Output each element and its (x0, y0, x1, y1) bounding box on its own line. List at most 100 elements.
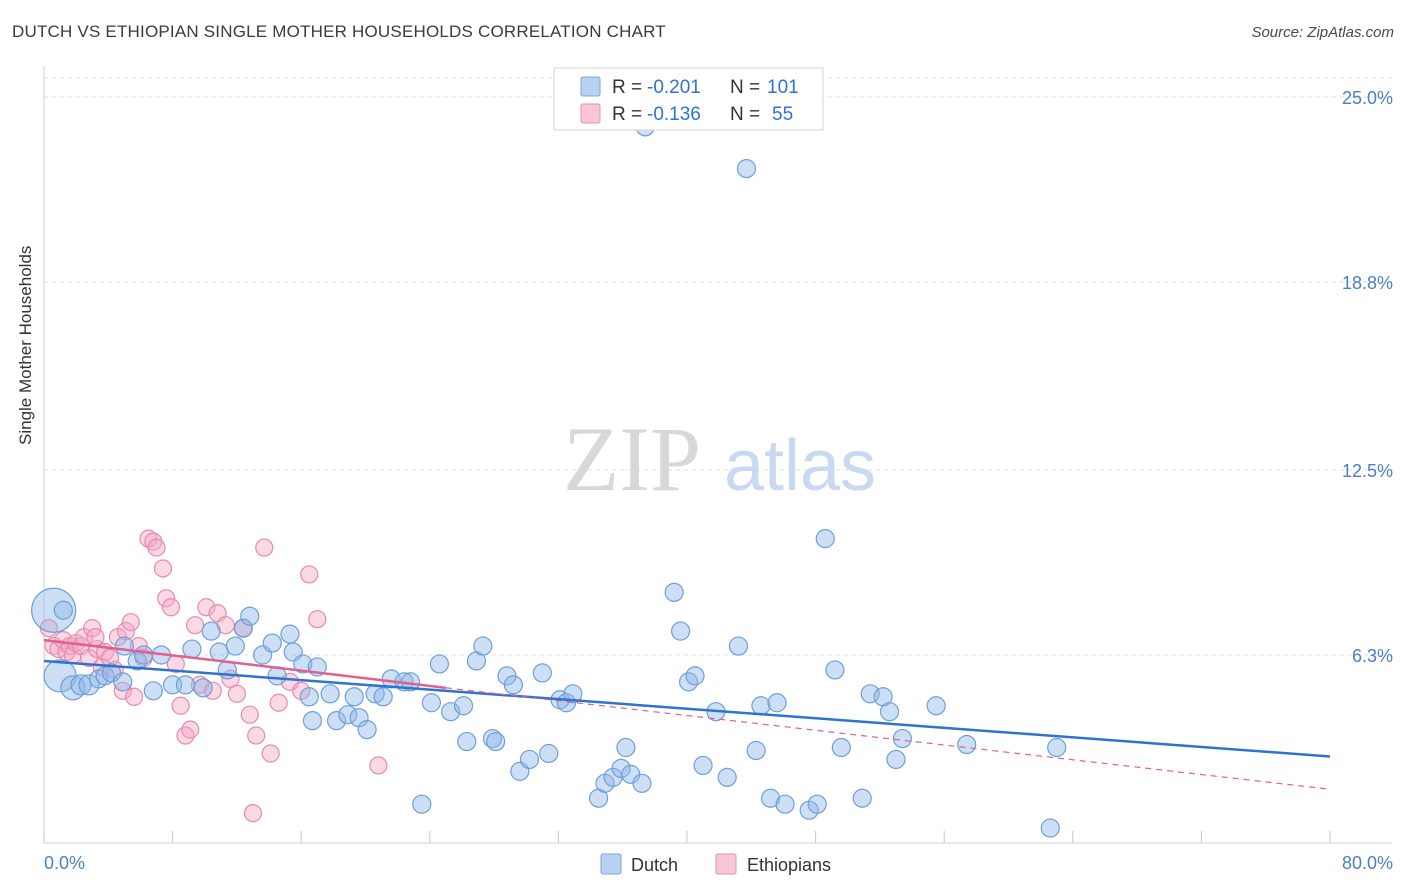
dutch-point (760, 788, 781, 808)
ethiopians-point (255, 538, 274, 557)
dutch-point (886, 749, 906, 770)
dutch-point (831, 737, 851, 758)
legend-ethiopians-r-label: R = (612, 104, 642, 125)
dutch-point (240, 606, 260, 626)
dutch-point (482, 728, 503, 749)
dutch-point (412, 794, 432, 814)
dutch-point (320, 684, 340, 704)
ethiopians-point (176, 726, 195, 745)
legend-bottom-ethiopians-swatch[interactable] (715, 853, 737, 875)
dutch-point (616, 737, 636, 758)
dutch-point (457, 731, 477, 752)
ethiopians-point (157, 589, 176, 608)
ethiopians-point (261, 744, 280, 763)
ethiopians-point (153, 559, 173, 578)
dutch-point (373, 687, 393, 707)
dutch-point (280, 624, 300, 644)
dutch-point (693, 755, 713, 776)
dutch-point (293, 654, 313, 674)
legend-ethiopians-r-value: -0.136 (647, 104, 701, 125)
ethiopians-trend-line (43, 638, 447, 690)
dutch-point (299, 687, 319, 707)
ethiopians-point (247, 726, 266, 745)
dutch-point (563, 684, 583, 704)
dutch-point (728, 636, 749, 656)
dutch-point (685, 666, 705, 686)
dutch-point (262, 633, 282, 653)
dutch-point (670, 621, 691, 641)
dutch-point (807, 794, 827, 814)
legend-ethiopians-swatch (580, 103, 601, 124)
dutch-point (175, 675, 196, 695)
source-label: Source: ZipAtlas.com (1251, 24, 1394, 41)
dutch-trend-line (43, 659, 1331, 758)
dutch-point (879, 702, 900, 722)
dutch-point (473, 636, 493, 656)
legend-bottom-dutch-label[interactable]: Dutch (631, 855, 678, 875)
legend-dutch-r-value: -0.201 (647, 77, 701, 98)
ethiopians-point (243, 804, 263, 823)
dutch-point (201, 621, 221, 641)
ethiopians-point (124, 687, 144, 706)
dutch-point (519, 749, 540, 770)
dutch-point (775, 794, 795, 814)
chart-title: DUTCH VS ETHIOPIAN SINGLE MOTHER HOUSEHO… (12, 22, 666, 41)
dutch-point (421, 693, 442, 713)
ethiopians-point (86, 628, 105, 647)
dutch-point (70, 674, 92, 696)
legend-bottom-ethiopians-label[interactable]: Ethiopians (747, 855, 831, 875)
ethiopians-point (197, 598, 216, 617)
legend-ethiopians-n-value: 55 (772, 104, 793, 125)
watermark-atlas: atlas (724, 426, 876, 506)
y-tick-label: 6.3% (1352, 646, 1393, 666)
legend-dutch-n-label: N = (730, 77, 760, 98)
dutch-point (815, 529, 835, 549)
dutch-point (78, 674, 100, 696)
dutch-point (114, 636, 134, 656)
dutch-point (486, 731, 506, 752)
dutch-point (338, 705, 358, 725)
y-tick-label: 18.8% (1342, 273, 1393, 293)
legend-dutch-r-label: R = (612, 77, 642, 98)
ethiopians-point (186, 616, 205, 635)
dutch-point (134, 645, 154, 665)
axes (43, 66, 1392, 844)
y-tick-label: 25.0% (1342, 88, 1393, 108)
dutch-point (344, 687, 364, 707)
dutch-point (751, 696, 771, 716)
dutch-point (193, 678, 213, 698)
dutch-point (143, 681, 163, 701)
watermark-zip: ZIP (563, 408, 701, 510)
dutch-point (453, 696, 474, 716)
dutch-point (233, 618, 253, 638)
dutch-point (113, 672, 133, 692)
ethiopians-point (300, 565, 319, 584)
ethiopians-point (269, 693, 288, 712)
tick-labels: 25.0% 18.8% 12.5% 6.3% 0.0% 80.0% (44, 88, 1393, 873)
ethiopians-point (116, 622, 136, 641)
legend-ethiopians-n-label: N = (730, 104, 760, 125)
dutch-point (632, 773, 652, 793)
ethiopians-point (227, 684, 246, 703)
x-tick-label: 80.0% (1342, 853, 1393, 873)
ethiopians-point (171, 696, 190, 715)
dutch-point (767, 693, 787, 713)
dutch-point (532, 663, 552, 683)
dutch-point (664, 582, 684, 602)
dutch-point (717, 767, 737, 787)
ethiopians-point (240, 705, 259, 724)
trend-lines (43, 638, 1331, 790)
dutch-point (736, 159, 757, 179)
dutch-point (209, 642, 229, 662)
legend-bottom-dutch-swatch[interactable] (600, 853, 622, 875)
dutch-point (611, 758, 631, 779)
watermark: ZIP atlas (563, 408, 876, 510)
dutch-point (892, 728, 913, 749)
dutch-point (326, 711, 347, 731)
dutch-point (1047, 737, 1067, 758)
dutch-point (1040, 818, 1060, 838)
dutch-point (852, 788, 872, 808)
x-tick-label: 0.0% (44, 853, 85, 873)
grid-lines (44, 77, 1392, 656)
dutch-point (302, 711, 323, 731)
